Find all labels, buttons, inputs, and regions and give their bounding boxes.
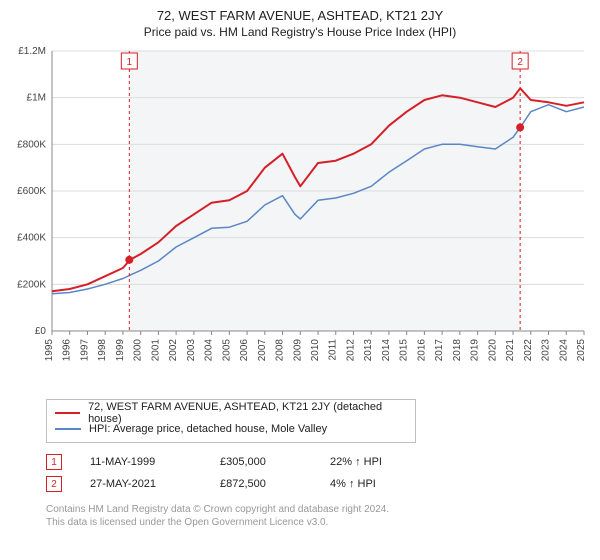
- svg-text:2017: 2017: [434, 339, 445, 362]
- svg-text:2010: 2010: [310, 339, 321, 362]
- svg-text:£1.2M: £1.2M: [18, 46, 46, 57]
- svg-text:2000: 2000: [133, 339, 144, 362]
- legend-swatch: [55, 412, 80, 414]
- event-date: 11-MAY-1999: [90, 456, 220, 468]
- svg-text:£600K: £600K: [17, 186, 46, 197]
- svg-text:2: 2: [517, 57, 523, 68]
- svg-text:2015: 2015: [399, 339, 410, 362]
- svg-text:1997: 1997: [79, 339, 90, 362]
- svg-text:1999: 1999: [115, 339, 126, 362]
- svg-text:2021: 2021: [505, 339, 516, 362]
- legend-swatch: [55, 428, 81, 430]
- event-row: 2 27-MAY-2021£872,5004% ↑ HPI: [46, 473, 590, 495]
- event-row: 1 11-MAY-1999£305,00022% ↑ HPI: [46, 451, 590, 473]
- svg-text:2008: 2008: [275, 339, 286, 362]
- svg-text:2023: 2023: [541, 339, 552, 362]
- svg-text:2002: 2002: [168, 339, 179, 362]
- svg-text:2022: 2022: [523, 339, 534, 362]
- footer-line-2: This data is licensed under the Open Gov…: [46, 516, 590, 529]
- event-number: 2: [46, 476, 62, 492]
- event-date: 27-MAY-2021: [90, 478, 220, 490]
- svg-text:2011: 2011: [328, 339, 339, 361]
- event-price: £872,500: [220, 478, 330, 490]
- svg-text:2004: 2004: [204, 339, 215, 362]
- svg-text:2003: 2003: [186, 339, 197, 362]
- svg-text:£400K: £400K: [17, 233, 46, 244]
- svg-text:2001: 2001: [150, 339, 161, 362]
- svg-text:2016: 2016: [416, 339, 427, 362]
- svg-text:1995: 1995: [44, 339, 55, 362]
- svg-text:2025: 2025: [576, 339, 587, 362]
- svg-text:2005: 2005: [221, 339, 232, 362]
- svg-text:1: 1: [127, 57, 133, 68]
- legend-label: 72, WEST FARM AVENUE, ASHTEAD, KT21 2JY …: [88, 401, 407, 425]
- svg-text:2007: 2007: [257, 339, 268, 362]
- line-chart-svg: £0 £200K £400K £600K £800K £1M £1.2M 1995 1996 19…: [10, 45, 590, 391]
- svg-text:2006: 2006: [239, 339, 250, 362]
- legend: 72, WEST FARM AVENUE, ASHTEAD, KT21 2JY …: [46, 399, 416, 443]
- footer-attribution: Contains HM Land Registry data © Crown c…: [46, 503, 590, 529]
- chart-title: 72, WEST FARM AVENUE, ASHTEAD, KT21 2JY: [10, 8, 590, 23]
- svg-text:2009: 2009: [292, 339, 303, 362]
- footer-line-1: Contains HM Land Registry data © Crown c…: [46, 503, 590, 516]
- chart-subtitle: Price paid vs. HM Land Registry's House …: [10, 25, 590, 39]
- svg-text:2012: 2012: [345, 339, 356, 362]
- event-hpi: 22% ↑ HPI: [330, 456, 382, 468]
- svg-text:£800K: £800K: [17, 139, 46, 150]
- svg-text:2020: 2020: [487, 339, 498, 362]
- svg-text:2013: 2013: [363, 339, 374, 362]
- svg-text:1998: 1998: [97, 339, 108, 362]
- svg-text:£1M: £1M: [27, 93, 46, 104]
- svg-text:2024: 2024: [558, 339, 569, 362]
- event-hpi: 4% ↑ HPI: [330, 478, 376, 490]
- svg-text:2014: 2014: [381, 339, 392, 362]
- event-number: 1: [46, 454, 62, 470]
- chart-container: 72, WEST FARM AVENUE, ASHTEAD, KT21 2JY …: [0, 0, 600, 560]
- chart-plot: £0 £200K £400K £600K £800K £1M £1.2M 1995 1996 19…: [10, 45, 590, 391]
- svg-text:2019: 2019: [470, 339, 481, 362]
- event-list: 1 11-MAY-1999£305,00022% ↑ HPI 2 27-MAY-202…: [46, 451, 590, 495]
- legend-row: 72, WEST FARM AVENUE, ASHTEAD, KT21 2JY …: [55, 405, 407, 421]
- legend-label: HPI: Average price, detached house, Mole…: [89, 423, 327, 435]
- event-price: £305,000: [220, 456, 330, 468]
- svg-text:1996: 1996: [62, 339, 73, 362]
- svg-text:£0: £0: [35, 326, 47, 337]
- svg-text:2018: 2018: [452, 339, 463, 362]
- svg-text:£200K: £200K: [17, 279, 46, 290]
